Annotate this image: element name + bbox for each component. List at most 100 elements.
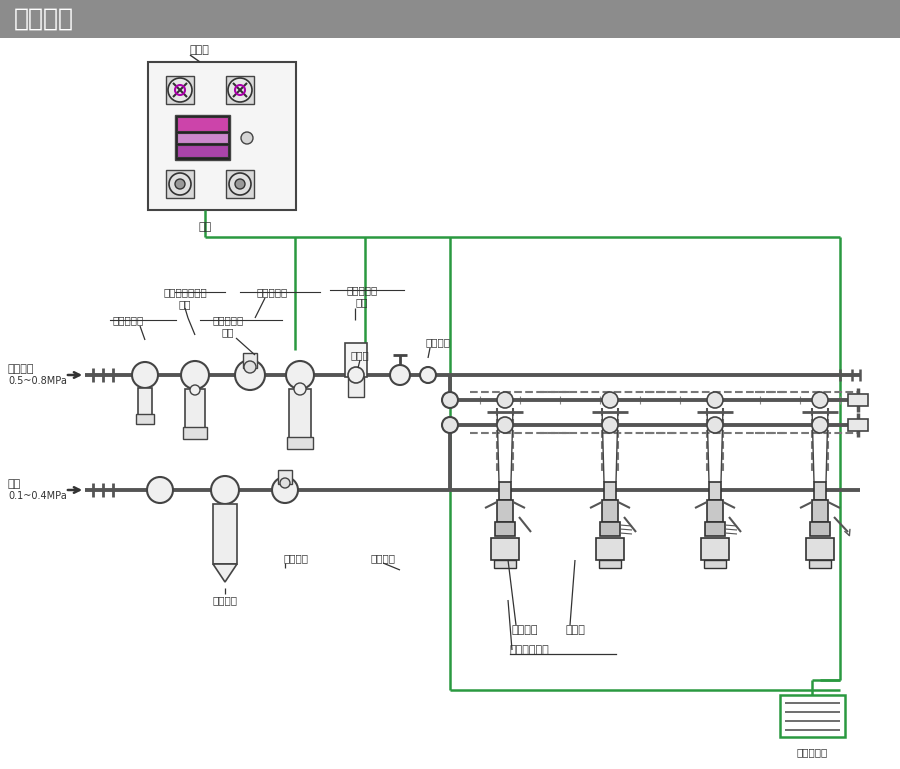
Bar: [809, 560, 831, 568]
Bar: [602, 500, 618, 522]
Circle shape: [497, 417, 513, 433]
Text: 空气调压阀: 空气调压阀: [256, 287, 288, 297]
Circle shape: [602, 392, 618, 408]
Bar: [704, 560, 726, 568]
Circle shape: [211, 476, 239, 504]
Circle shape: [235, 360, 265, 390]
Text: 空气过滤器: 空气过滤器: [112, 315, 144, 325]
Circle shape: [244, 361, 256, 373]
Bar: [848, 419, 868, 431]
Bar: [183, 427, 207, 439]
Bar: [177, 117, 228, 131]
Text: 压缩空气: 压缩空气: [8, 364, 34, 374]
Circle shape: [812, 417, 828, 433]
Bar: [596, 538, 624, 560]
Bar: [243, 353, 257, 368]
Bar: [148, 62, 296, 210]
Text: 水调压阀: 水调压阀: [284, 553, 309, 563]
Bar: [213, 504, 237, 564]
Text: 尼龙管: 尼龙管: [565, 625, 585, 635]
Text: 油雾分离器: 油雾分离器: [212, 315, 244, 325]
Circle shape: [168, 78, 192, 102]
Bar: [287, 437, 313, 449]
Text: 供水总管: 供水总管: [371, 553, 395, 563]
Bar: [0, 0, 900, 38]
Text: 干雾加湿单元: 干雾加湿单元: [510, 645, 550, 655]
Bar: [705, 522, 725, 536]
Circle shape: [181, 361, 209, 389]
Bar: [495, 522, 515, 536]
Circle shape: [286, 361, 314, 389]
Bar: [494, 560, 516, 568]
Circle shape: [175, 179, 185, 189]
Circle shape: [348, 367, 364, 383]
Text: 纯水: 纯水: [8, 479, 22, 489]
Bar: [600, 522, 620, 536]
Circle shape: [280, 478, 290, 488]
Bar: [138, 388, 152, 416]
Text: 组成系统: 组成系统: [14, 7, 74, 31]
Text: 选配: 选配: [221, 327, 234, 337]
Circle shape: [190, 385, 200, 395]
Circle shape: [442, 392, 458, 408]
Bar: [289, 389, 311, 439]
Text: 选配: 选配: [179, 299, 191, 309]
Bar: [497, 500, 513, 522]
Text: 排气电磁阀: 排气电磁阀: [346, 285, 378, 295]
Text: 电磁阀: 电磁阀: [351, 350, 369, 360]
Text: 控制柜: 控制柜: [190, 45, 210, 55]
Circle shape: [497, 392, 513, 408]
Circle shape: [229, 173, 251, 195]
Text: 0.5~0.8MPa: 0.5~0.8MPa: [8, 376, 67, 386]
Bar: [177, 145, 228, 157]
Circle shape: [235, 179, 245, 189]
Bar: [499, 482, 511, 500]
Text: 超微油雾分离器: 超微油雾分离器: [163, 287, 207, 297]
Bar: [345, 343, 367, 377]
Circle shape: [707, 417, 723, 433]
Circle shape: [812, 392, 828, 408]
Circle shape: [294, 383, 306, 395]
Text: 湿度传感器: 湿度传感器: [796, 747, 828, 757]
Bar: [709, 482, 721, 500]
Bar: [185, 389, 205, 429]
Circle shape: [228, 78, 252, 102]
Bar: [848, 394, 868, 406]
Circle shape: [390, 365, 410, 385]
Text: 吊装组件: 吊装组件: [512, 625, 538, 635]
Bar: [806, 538, 834, 560]
Text: 选配: 选配: [356, 297, 368, 307]
Bar: [166, 76, 194, 104]
Circle shape: [132, 362, 158, 388]
Bar: [348, 377, 364, 397]
Polygon shape: [213, 564, 237, 582]
Bar: [226, 170, 254, 198]
Bar: [701, 538, 729, 560]
Bar: [177, 133, 228, 143]
Bar: [278, 470, 292, 484]
Circle shape: [442, 417, 458, 433]
Bar: [599, 560, 621, 568]
Circle shape: [241, 132, 253, 144]
Circle shape: [602, 417, 618, 433]
Text: 水过滤器: 水过滤器: [212, 595, 238, 605]
Bar: [812, 500, 828, 522]
Bar: [707, 500, 723, 522]
Bar: [166, 170, 194, 198]
Text: 0.1~0.4MPa: 0.1~0.4MPa: [8, 491, 67, 501]
Text: 供气总管: 供气总管: [426, 337, 451, 347]
Circle shape: [707, 392, 723, 408]
Bar: [810, 522, 830, 536]
Circle shape: [169, 173, 191, 195]
Bar: [604, 482, 616, 500]
Text: 电源: 电源: [198, 222, 212, 232]
Bar: [175, 115, 230, 160]
Circle shape: [420, 367, 436, 383]
Bar: [491, 538, 519, 560]
Bar: [136, 414, 154, 424]
Bar: [780, 695, 845, 737]
Bar: [226, 76, 254, 104]
Bar: [814, 482, 826, 500]
Circle shape: [147, 477, 173, 503]
Circle shape: [272, 477, 298, 503]
